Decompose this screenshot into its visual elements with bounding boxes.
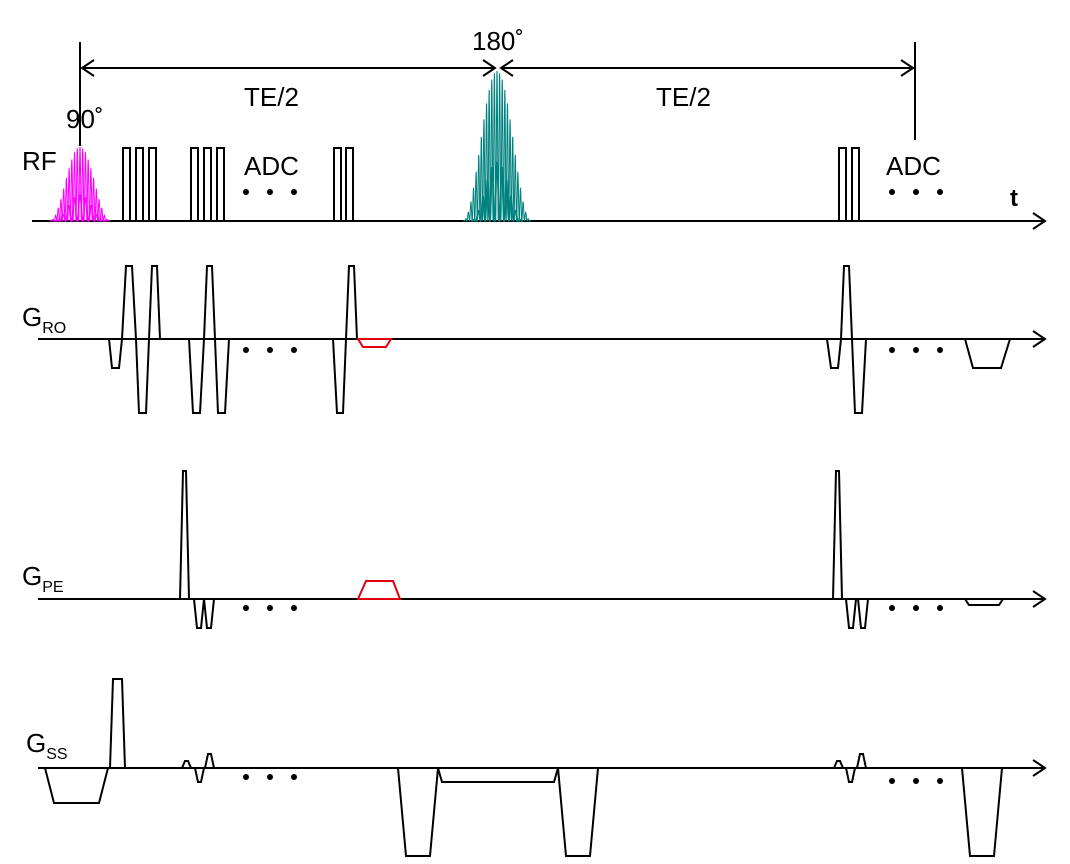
gss-blip-lobe (844, 767, 857, 783)
gro-readout-lobe (120, 265, 138, 340)
gpe-highlight-lobe (356, 580, 402, 600)
gpe-blip-lobe (844, 598, 858, 629)
gpe-blip-lobe (192, 598, 206, 629)
gro-label: GRO (22, 302, 66, 337)
adc-left-label: ADC (244, 151, 299, 181)
gro-readout-lobe (839, 265, 854, 340)
gss-slice-select-lobe (43, 767, 110, 804)
adc-window (135, 147, 144, 222)
gro-gradients (107, 265, 1012, 414)
gss-blip-lobe (855, 753, 868, 769)
adc-window (122, 147, 131, 222)
refocusing-pulse-180 (463, 70, 531, 223)
excitation-pulse-90 (50, 146, 110, 223)
rf-label: RF (22, 146, 57, 176)
adc-ellipsis (243, 189, 943, 195)
gss-refocus-select-lobe (436, 767, 560, 783)
flip-angle-label: 90˚ (66, 104, 104, 134)
rf-axis (32, 212, 1047, 230)
te-half-left-label: TE/2 (244, 82, 299, 112)
gro-prephaser-lobe (825, 338, 843, 369)
adc-windows (122, 147, 860, 222)
gro-prephaser-lobe (107, 338, 124, 369)
gpe-prewinder-lobe (178, 470, 191, 600)
adc-window (345, 147, 354, 222)
gro-crusher-lobe (963, 338, 1012, 369)
gpe-blip-lobe (202, 598, 216, 629)
te-left-arrowhead-end (482, 59, 497, 77)
adc-window (333, 147, 342, 222)
gss-label: GSS (26, 728, 68, 763)
adc-window (190, 147, 199, 222)
adc-window (851, 147, 860, 222)
gss-ellipsis (243, 774, 943, 784)
gss-blip-lobe (180, 760, 193, 769)
te-right-arrowhead-end (900, 59, 915, 77)
te-right-arrowhead-start (499, 59, 514, 77)
gss-spoiler-lobe (960, 767, 1004, 857)
gro-highlight-lobe (356, 338, 393, 348)
te-left-arrowhead-start (80, 59, 95, 77)
adc-window (203, 147, 212, 222)
te-half-right-label: TE/2 (656, 82, 711, 112)
gro-ellipsis (243, 347, 943, 353)
gro-readout-lobe (147, 265, 162, 340)
adc-window (148, 147, 157, 222)
gss-rephaser-lobe (108, 678, 127, 769)
gpe-ellipsis (243, 605, 943, 611)
gpe-crusher-lobe (963, 598, 1005, 606)
gss-blip-lobe (193, 767, 206, 783)
gpe-label: GPE (22, 561, 64, 596)
gro-readout-lobe (202, 265, 217, 340)
gss-blip-lobe (832, 760, 845, 769)
gpe-gradients (178, 470, 1005, 629)
gro-readout-lobe (213, 338, 231, 414)
gro-readout-lobe (187, 338, 206, 414)
gss-gradients (43, 678, 1004, 857)
adc-right-label: ADC (886, 151, 941, 181)
gro-readout-lobe (850, 338, 868, 414)
gss-crusher-lobe (396, 767, 440, 857)
gro-readout-lobe (331, 338, 348, 414)
gro-readout-lobe (344, 265, 359, 340)
time-axis-label: t (1010, 185, 1018, 212)
adc-window (216, 147, 225, 222)
gss-blip-lobe (203, 753, 216, 769)
gpe-prewinder-lobe (831, 470, 844, 600)
gss-crusher-lobe (556, 767, 600, 857)
gro-readout-lobe (134, 338, 151, 414)
gpe-blip-lobe (856, 598, 870, 629)
te-timing (79, 42, 916, 146)
adc-window (838, 147, 847, 222)
refocus-angle-label: 180˚ (472, 26, 524, 56)
